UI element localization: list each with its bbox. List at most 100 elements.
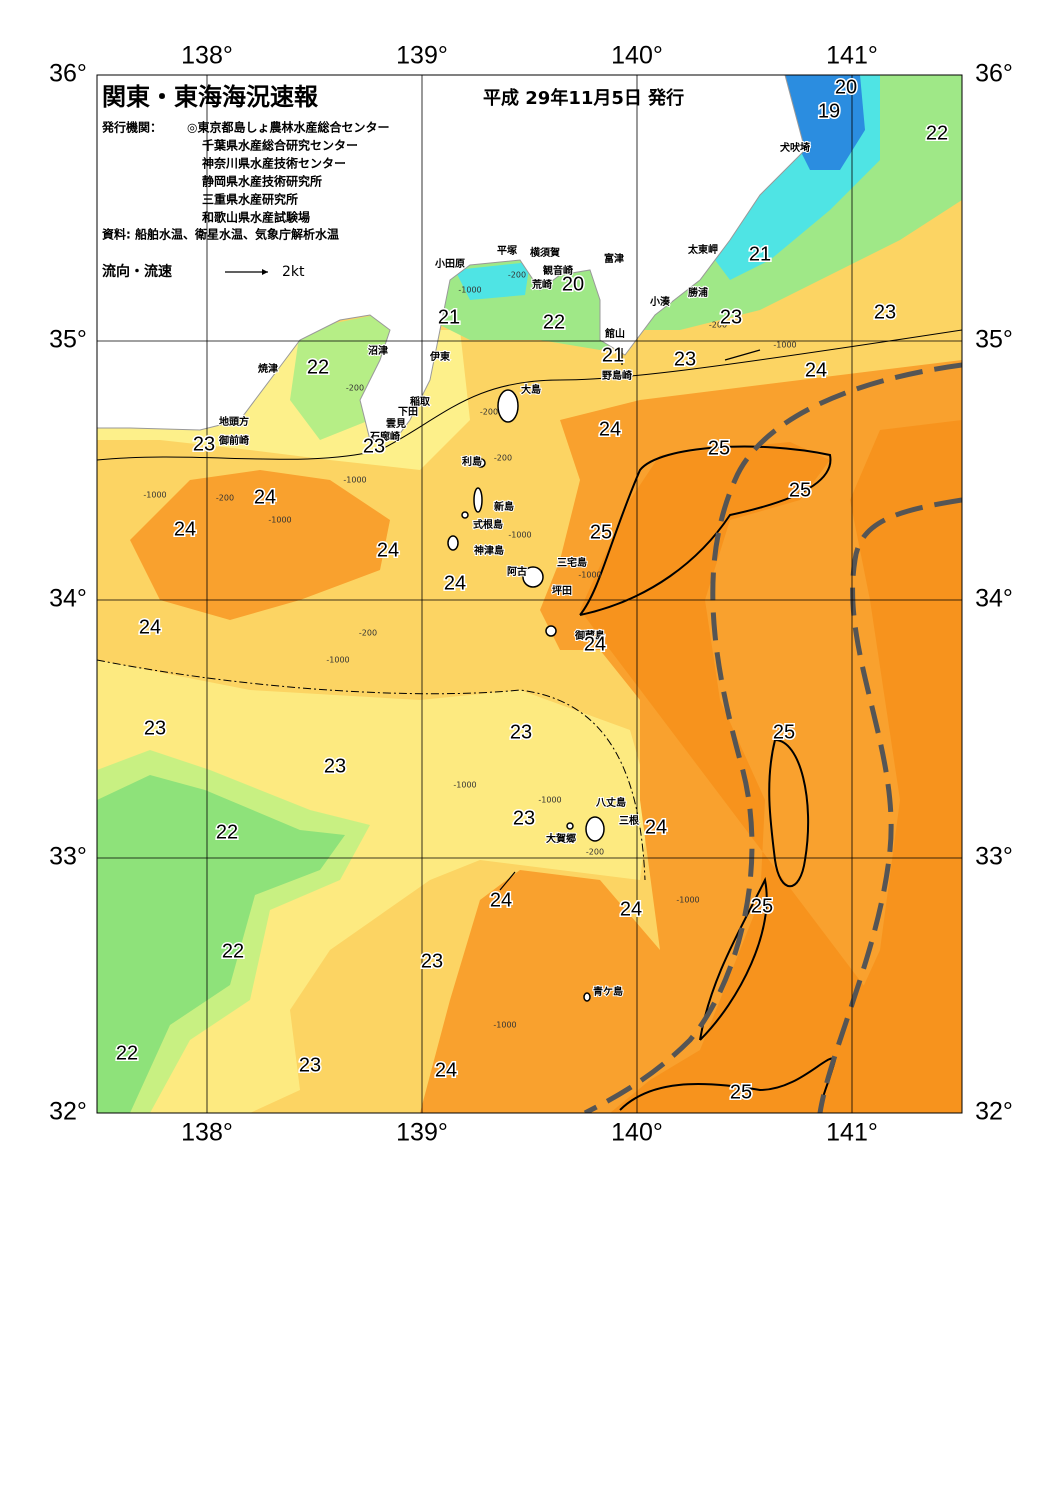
island: [545, 625, 557, 637]
temperature-label: 24: [645, 816, 667, 838]
place-name: 新島: [494, 500, 514, 513]
depth-label: -200: [709, 321, 727, 330]
longitude-label: 138°: [181, 1119, 233, 1147]
place-name: 大島: [521, 383, 541, 396]
temperature-label: 21: [602, 344, 624, 366]
place-name: 犬吠埼: [780, 141, 810, 154]
temperature-label: 23: [324, 755, 346, 777]
latitude-label: 35°: [975, 326, 1013, 354]
depth-label: -1000: [493, 1021, 516, 1030]
island: [583, 992, 591, 1002]
issuer: ◎東京都島しょ農林水産総合センター: [187, 120, 389, 135]
current-arrows: [499, 348, 761, 891]
isotherm: [768, 739, 810, 888]
map-frame: [96, 74, 963, 1114]
longitude-label: 140°: [611, 1119, 663, 1147]
place-name: 八丈島: [595, 796, 626, 809]
place-name: 勝浦: [688, 286, 708, 299]
issuer: 三重県水産研究所: [202, 192, 298, 207]
place-name: 焼津: [258, 362, 278, 375]
depth-label: -1000: [538, 796, 561, 805]
depth-label: -200: [480, 408, 498, 417]
place-name: 利島: [462, 455, 482, 468]
longitude-label: 139°: [396, 1119, 448, 1147]
temperature-label: 24: [620, 898, 642, 920]
graticule: [97, 75, 962, 1113]
place-name: 稲取: [410, 395, 431, 408]
longitude-label: 141°: [826, 1119, 878, 1147]
issuer: 神奈川県水産技術センター: [202, 156, 346, 171]
temperature-label: 24: [805, 359, 827, 381]
temperature-label: 24: [444, 572, 466, 594]
temperature-label: 25: [751, 895, 773, 917]
place-name: 青ケ島: [593, 985, 623, 998]
temperature-label: 22: [543, 311, 565, 333]
kuroshio-line: [583, 362, 962, 1113]
temperature-label: 22: [926, 122, 948, 144]
temperature-label: 23: [874, 301, 896, 323]
latitude-label: 34°: [975, 585, 1013, 613]
zone-22-suruga: [290, 310, 410, 440]
temperature-label: 22: [216, 821, 238, 843]
depth-label: -1000: [326, 656, 349, 665]
temperature-label: 21: [749, 243, 771, 265]
temperature-label: 23: [720, 306, 742, 328]
place-name: 沼津: [368, 344, 388, 357]
depth-label: -1000: [676, 896, 699, 905]
temperature-label: 22: [116, 1042, 138, 1064]
latitude-label: 33°: [49, 843, 87, 871]
temperature-label: 23: [510, 721, 532, 743]
temperature-label: 24: [174, 518, 196, 540]
place-name: 石廊崎: [369, 430, 400, 443]
island: [566, 822, 574, 830]
place-name: 雲見: [386, 418, 406, 430]
issuer: 静岡県水産技術研究所: [202, 174, 322, 189]
isotherm: [579, 445, 832, 616]
sources: 資料: 船舶水温、衛星水温、気象庁解析水温: [102, 227, 339, 242]
depth-label: -200: [586, 848, 604, 857]
zone-22: [97, 775, 345, 1113]
legend-arrowhead: [262, 269, 268, 275]
longitude-label: 139°: [396, 42, 448, 70]
place-name: 阿古: [507, 565, 527, 578]
depth-label: -1000: [773, 341, 796, 350]
temperature-label: 25: [773, 721, 795, 743]
legend-speed: 2kt: [282, 264, 305, 280]
temperature-label: 24: [435, 1059, 457, 1081]
zone-north-cyan: [455, 262, 530, 300]
place-name: 三宅島: [557, 556, 587, 569]
temperature-label: 19: [818, 100, 840, 122]
place-name: 神津島: [474, 544, 504, 557]
island: [522, 566, 544, 588]
latitude-label: 34°: [49, 585, 87, 613]
place-name: 荒崎: [531, 278, 552, 291]
temperature-label: 20: [835, 76, 857, 98]
latitude-label: 35°: [49, 326, 87, 354]
islands: [447, 389, 605, 1002]
island: [473, 487, 483, 513]
temperature-label: 24: [139, 616, 161, 638]
temperature-label: 24: [377, 539, 399, 561]
map: [97, 75, 962, 1113]
place-name: 御蔵島: [574, 629, 605, 642]
arrow: [499, 871, 516, 891]
place-name: 地頭方: [219, 415, 249, 428]
temperature-label: 23: [421, 950, 443, 972]
temperature-label: 23: [193, 433, 215, 455]
issuer: 千葉県水産総合研究センター: [202, 138, 358, 153]
temperature-label: 23: [674, 348, 696, 370]
place-name: 平塚: [497, 244, 517, 257]
longitude-label: 140°: [611, 42, 663, 70]
temperature-label: 23: [144, 717, 166, 739]
place-name: 三根: [619, 814, 639, 827]
issue-date: 平成 29年11月5日 発行: [483, 87, 684, 109]
longitude-label: 141°: [826, 42, 878, 70]
depth-label: -200: [216, 494, 234, 503]
longitude-label: 138°: [181, 42, 233, 70]
temperature-label: 24: [584, 633, 606, 655]
title: 関東・東海海況速報: [102, 83, 319, 111]
latitude-label: 36°: [49, 60, 87, 88]
temperature-label: 24: [254, 486, 276, 508]
depth-label: -1000: [143, 491, 166, 500]
zone-25: [580, 420, 962, 1113]
